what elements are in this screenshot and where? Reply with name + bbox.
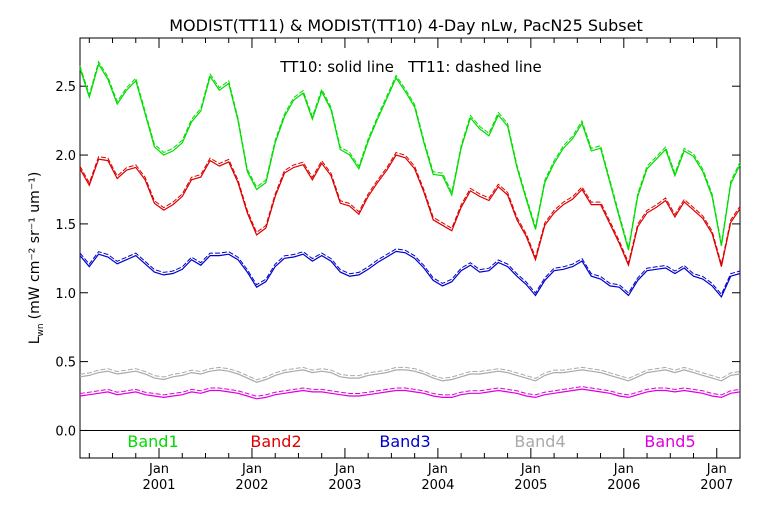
series-line-band4-tt11	[79, 366, 741, 381]
x-tick-month-label: Jan	[241, 462, 262, 477]
x-tick-month-label: Jan	[520, 462, 541, 477]
x-tick-month-label: Jan	[148, 462, 169, 477]
y-axis-subscript: wn	[36, 323, 46, 336]
series-line-band4-tt10	[79, 369, 741, 383]
series-line-band2-tt11	[79, 151, 741, 265]
series-line-band3-tt11	[79, 248, 741, 296]
x-tick-year-label: 2006	[607, 478, 640, 493]
plot-frame	[79, 37, 741, 459]
series-line-band3-tt10	[79, 250, 741, 299]
y-axis-units: (mW cm⁻² sr⁻¹ um⁻¹)	[27, 172, 43, 320]
legend-label-band5: Band5	[644, 432, 695, 451]
series-line-band5-tt10	[79, 388, 741, 400]
svg-text:Lwn(mW cm⁻² sr⁻¹ um⁻¹): Lwn (mW cm⁻² sr⁻¹ um⁻¹)	[27, 172, 46, 345]
series-line-band2-tt10	[79, 154, 741, 268]
legend-label-band4: Band4	[514, 432, 565, 451]
y-tick-label: 1.5	[55, 218, 76, 233]
series-line-band1-tt10	[79, 62, 741, 251]
legend-label-band2: Band2	[250, 432, 301, 451]
series-line-band1-tt11	[79, 60, 741, 248]
y-tick-label: 2.0	[55, 149, 76, 164]
x-tick-month-label: Jan	[613, 462, 634, 477]
plot-area: 0.00.51.01.52.02.5Jan2001Jan2002Jan2003J…	[55, 38, 741, 493]
x-tick-month-label: Jan	[334, 462, 355, 477]
legend-label-band1: Band1	[127, 432, 178, 451]
y-tick-label: 0.5	[55, 356, 76, 371]
y-tick-label: 2.5	[55, 80, 76, 95]
series-line-band5-tt11	[79, 386, 741, 397]
x-tick-year-label: 2005	[514, 478, 547, 493]
chart-subtitle: TT10: solid line TT11: dashed line	[279, 58, 542, 76]
x-tick-year-label: 2004	[421, 478, 454, 493]
x-tick-year-label: 2002	[235, 478, 268, 493]
y-axis-symbol: L	[27, 336, 43, 344]
x-tick-year-label: 2001	[142, 478, 175, 493]
y-tick-label: 1.0	[55, 287, 76, 302]
x-tick-year-label: 2007	[700, 478, 733, 493]
y-tick-label: 0.0	[55, 424, 76, 439]
chart-title: MODIST(TT11) & MODIST(TT10) 4-Day nLw, P…	[169, 16, 642, 35]
x-tick-year-label: 2003	[328, 478, 361, 493]
x-tick-month-label: Jan	[706, 462, 727, 477]
y-axis-title: Lwn (mW cm⁻² sr⁻¹ um⁻¹)	[27, 172, 46, 345]
legend-label-band3: Band3	[379, 432, 430, 451]
x-tick-month-label: Jan	[427, 462, 448, 477]
